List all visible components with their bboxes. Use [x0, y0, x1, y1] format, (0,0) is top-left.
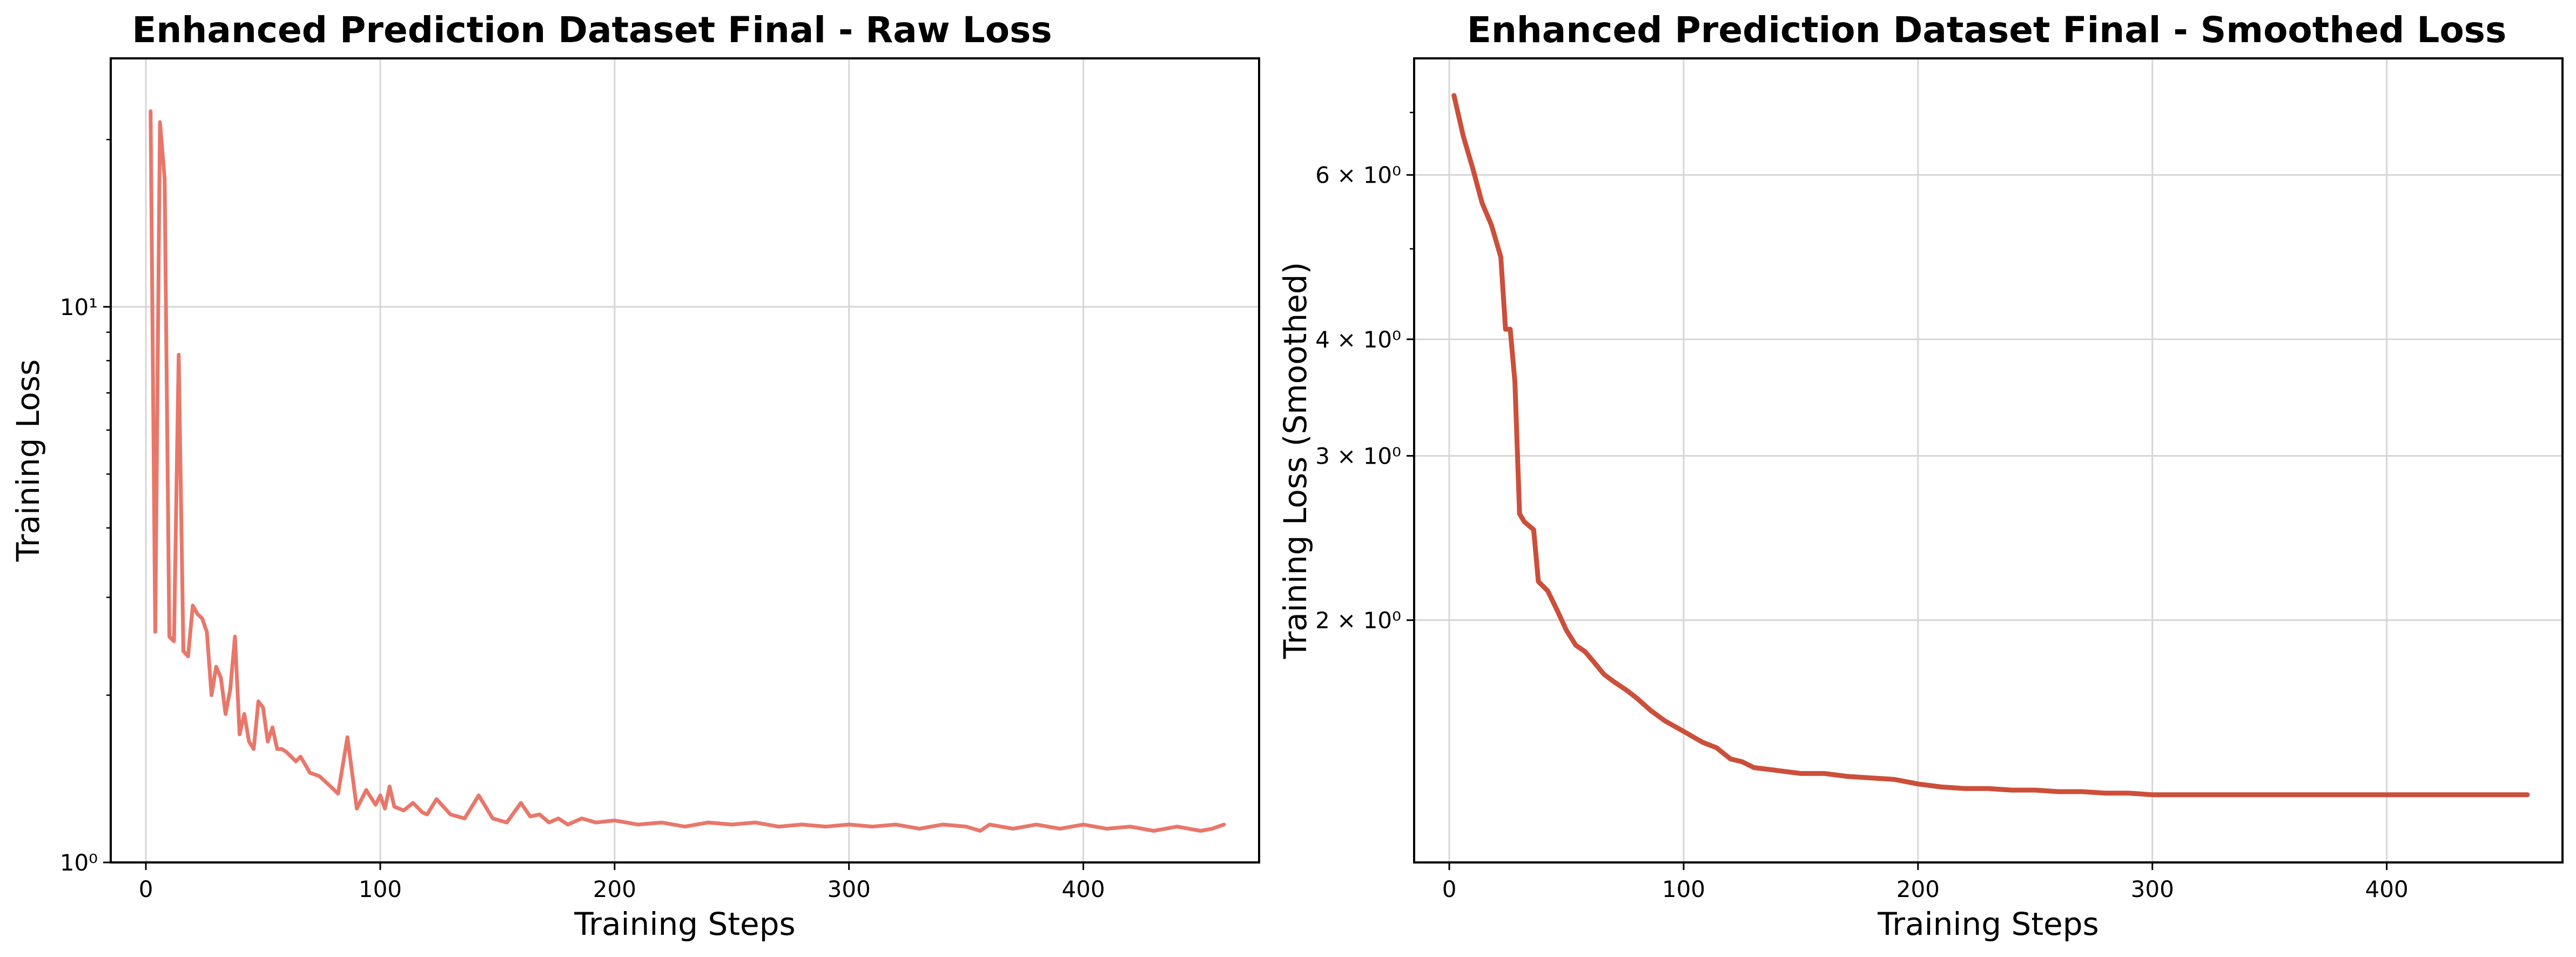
x-tick-label: 100 — [1662, 876, 1705, 902]
x-tick-label: 200 — [593, 876, 636, 902]
y-tick-label: 3 × 10⁰ — [1315, 443, 1401, 470]
loss-line — [1451, 93, 2530, 798]
plot-frame — [110, 57, 1260, 864]
y-tick-label: 10⁰ — [60, 849, 98, 876]
y-axis-ticks: 2 × 10⁰ 3 × 10⁰ 4 × 10⁰ 6 × 10⁰ — [1315, 111, 1414, 634]
grid — [111, 58, 1259, 864]
chart-title: Enhanced Prediction Dataset Final - Raw … — [132, 9, 1052, 51]
x-tick-label: 200 — [1896, 876, 1940, 902]
y-axis-label: Training Loss — [10, 359, 46, 563]
plot-frame — [1413, 57, 2564, 864]
x-axis-label: Training Steps — [574, 906, 796, 942]
smoothed-loss-chart: Enhanced Prediction Dataset Final - Smoo… — [1277, 9, 2564, 942]
x-tick-label: 400 — [1062, 876, 1105, 902]
grid — [1414, 58, 2562, 862]
series-line — [1451, 93, 2530, 798]
x-tick-label: 300 — [2131, 876, 2174, 902]
x-tick-label: 0 — [1442, 876, 1457, 902]
x-axis-ticks: 0 100 200 300 400 — [1442, 862, 2409, 902]
loss-line — [149, 109, 1226, 833]
series-line — [149, 109, 1226, 833]
x-tick-label: 300 — [828, 876, 871, 902]
y-axis-ticks: 10⁰ 10¹ — [60, 139, 111, 876]
x-axis-label: Training Steps — [1877, 906, 2099, 942]
y-tick-label: 10¹ — [60, 294, 98, 320]
chart-title: Enhanced Prediction Dataset Final - Smoo… — [1467, 9, 2507, 51]
y-tick-label: 6 × 10⁰ — [1315, 162, 1401, 189]
x-tick-label: 100 — [359, 876, 402, 902]
raw-loss-chart: Enhanced Prediction Dataset Final - Raw … — [10, 9, 1260, 942]
x-axis-ticks: 0 100 200 300 400 — [139, 862, 1105, 902]
y-tick-label: 4 × 10⁰ — [1315, 326, 1401, 353]
y-axis-label: Training Loss (Smoothed) — [1277, 262, 1314, 660]
y-tick-label: 2 × 10⁰ — [1315, 607, 1401, 634]
x-tick-label: 0 — [139, 876, 153, 902]
x-tick-label: 400 — [2365, 876, 2409, 902]
